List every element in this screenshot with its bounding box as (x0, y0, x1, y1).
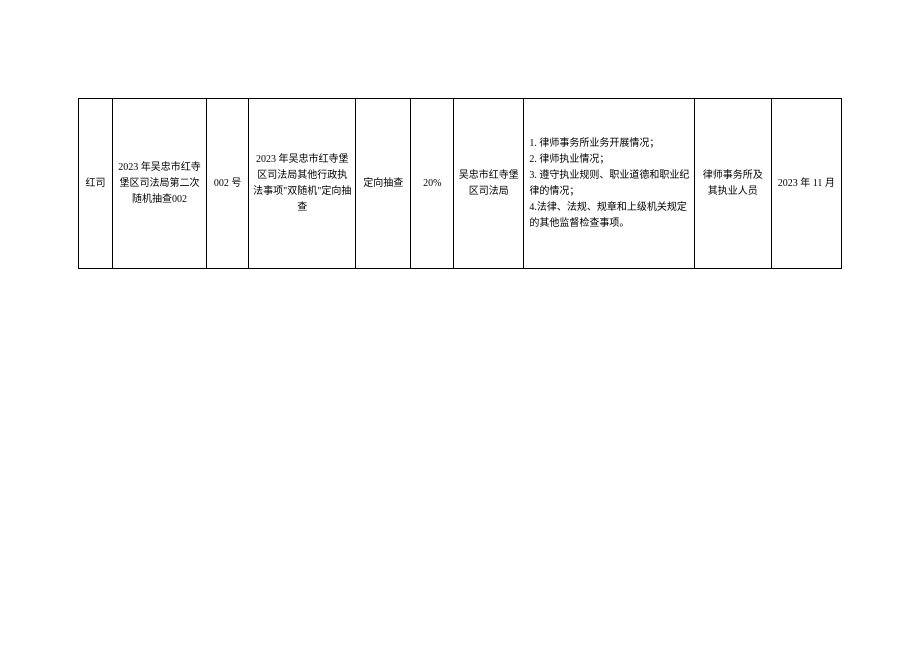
content-list: 1. 律师事务所业务开展情况； 2. 律师执业情况； 3. 遵守执业规则、职业道… (527, 136, 691, 232)
cell-plan-name: 2023 年吴忠市红寺堡区司法局第二次随机抽查002 (113, 99, 207, 269)
cell-ratio: 20% (411, 99, 454, 269)
cell-number: 002 号 (206, 99, 249, 269)
content-item: 3. 遵守执业规则、职业道德和职业纪律的情况； (529, 168, 691, 200)
cell-date: 2023 年 11 月 (771, 99, 841, 269)
inspection-table: 红司 2023 年吴忠市红寺堡区司法局第二次随机抽查002 002 号 2023… (78, 98, 842, 269)
cell-agency: 吴忠市红寺堡区司法局 (454, 99, 524, 269)
cell-dept-code: 红司 (79, 99, 113, 269)
table-row: 红司 2023 年吴忠市红寺堡区司法局第二次随机抽查002 002 号 2023… (79, 99, 842, 269)
cell-task-name: 2023 年吴忠市红寺堡区司法局其他行政执法事项"双随机"定向抽查 (249, 99, 356, 269)
cell-check-type: 定向抽查 (356, 99, 411, 269)
content-item: 4.法律、法规、规章和上级机关规定的其他监督检查事项。 (529, 200, 691, 232)
content-item: 1. 律师事务所业务开展情况； (529, 136, 691, 152)
cell-content: 1. 律师事务所业务开展情况； 2. 律师执业情况； 3. 遵守执业规则、职业道… (524, 99, 695, 269)
inspection-table-container: 红司 2023 年吴忠市红寺堡区司法局第二次随机抽查002 002 号 2023… (78, 98, 842, 269)
content-item: 2. 律师执业情况； (529, 152, 691, 168)
cell-target: 律师事务所及其执业人员 (694, 99, 771, 269)
